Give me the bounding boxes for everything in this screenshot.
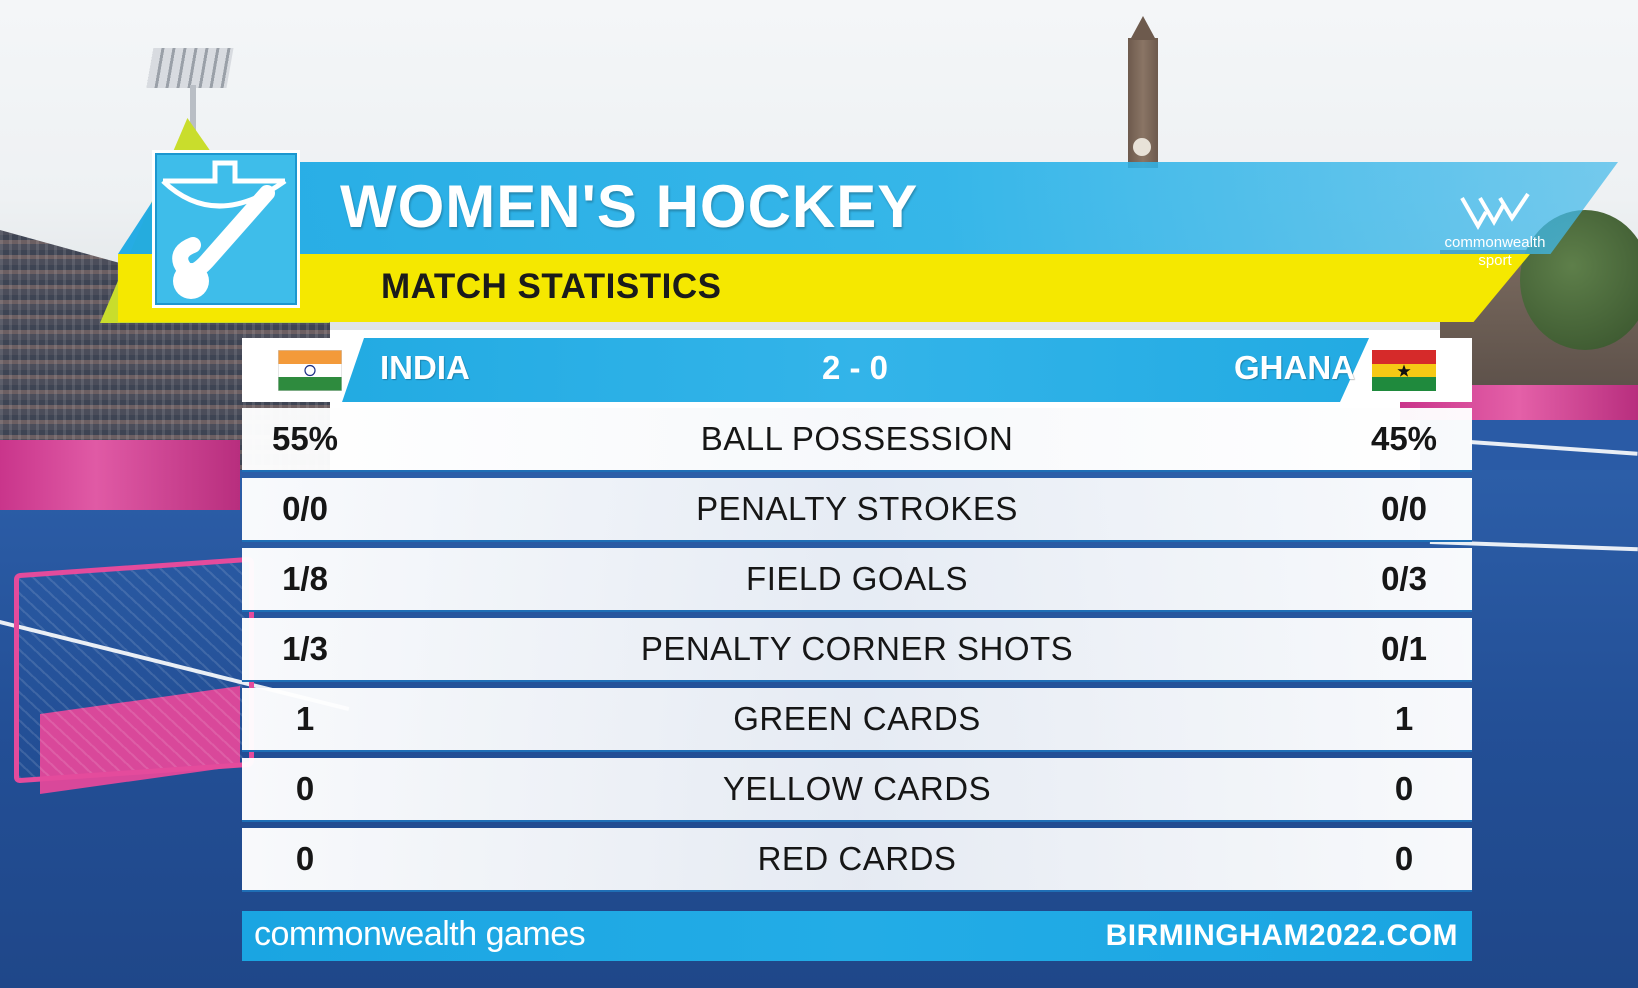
clock-face (1133, 138, 1151, 156)
stat-label: FIELD GOALS (746, 560, 968, 597)
advertising-board-left (0, 440, 240, 510)
subtitle-banner (118, 254, 1530, 322)
away-stat-value: 0/0 (1381, 490, 1427, 527)
home-stat-value: 1 (295, 700, 315, 737)
stat-label: PENALTY CORNER SHOTS (640, 630, 1074, 667)
title-banner (118, 162, 1618, 254)
stat-row-red-cards: 0 RED CARDS 0 (242, 828, 1472, 892)
home-stat-value: 55% (271, 420, 339, 457)
stat-label: GREEN CARDS (733, 700, 981, 737)
stat-row-penalty-strokes: 0/0 PENALTY STROKES 0/0 (242, 478, 1472, 542)
brand-line-1: commonwealth (1444, 234, 1546, 251)
away-stat-value: 0/3 (1381, 560, 1427, 597)
home-stat-value: 0/0 (282, 490, 328, 527)
away-stat-value: 45% (1370, 420, 1438, 457)
stat-row-ball-possession: 55% BALL POSSESSION 45% (242, 408, 1472, 472)
stat-row-green-cards: 1 GREEN CARDS 1 (242, 688, 1472, 752)
page-title: WOMEN'S HOCKEY (340, 173, 919, 240)
away-team-name: GHANA (1234, 349, 1355, 386)
stat-row-field-goals: 1/8 FIELD GOALS 0/3 (242, 548, 1472, 612)
india-flag-icon (278, 350, 342, 391)
page-subtitle: MATCH STATISTICS (381, 267, 722, 306)
away-stat-value: 0 (1394, 770, 1414, 807)
home-stat-value: 1/8 (282, 560, 328, 597)
brand-line-2: sport (1478, 252, 1512, 269)
floodlight-pole (190, 85, 196, 155)
commonwealth-chevron-icon (1460, 192, 1530, 231)
away-stat-value: 1 (1394, 700, 1414, 737)
footer-banner: commonwealth games BIRMINGHAM2022.COM (242, 911, 1472, 961)
commonwealth-games-wordmark: commonwealth games (254, 915, 586, 953)
home-stat-value: 1/3 (282, 630, 328, 667)
stat-row-yellow-cards: 0 YELLOW CARDS 0 (242, 758, 1472, 822)
floodlight (146, 48, 234, 88)
away-stat-value: 0 (1394, 840, 1414, 877)
stat-label: PENALTY STROKES (696, 490, 1018, 527)
field-hockey-icon (152, 150, 300, 308)
hockey-goal (14, 556, 254, 784)
stat-label: BALL POSSESSION (700, 420, 1014, 457)
stats-table: 55% BALL POSSESSION 45% 0/0 PENALTY STRO… (242, 408, 1472, 898)
match-score: 2 - 0 (821, 349, 889, 386)
stat-label: RED CARDS (757, 840, 957, 877)
stat-row-penalty-corner-shots: 1/3 PENALTY CORNER SHOTS 0/1 (242, 618, 1472, 682)
away-stat-value: 0/1 (1381, 630, 1427, 667)
home-team-name: INDIA (380, 349, 470, 386)
website-url: BIRMINGHAM2022.COM (1105, 919, 1458, 952)
ghana-flag-icon (1372, 350, 1436, 391)
home-stat-value: 0 (295, 840, 315, 877)
stat-label: YELLOW CARDS (722, 770, 992, 807)
team-bar (242, 338, 1472, 402)
commonwealth-sport-logo: commonwealth sport (1430, 192, 1560, 268)
home-stat-value: 0 (295, 770, 315, 807)
